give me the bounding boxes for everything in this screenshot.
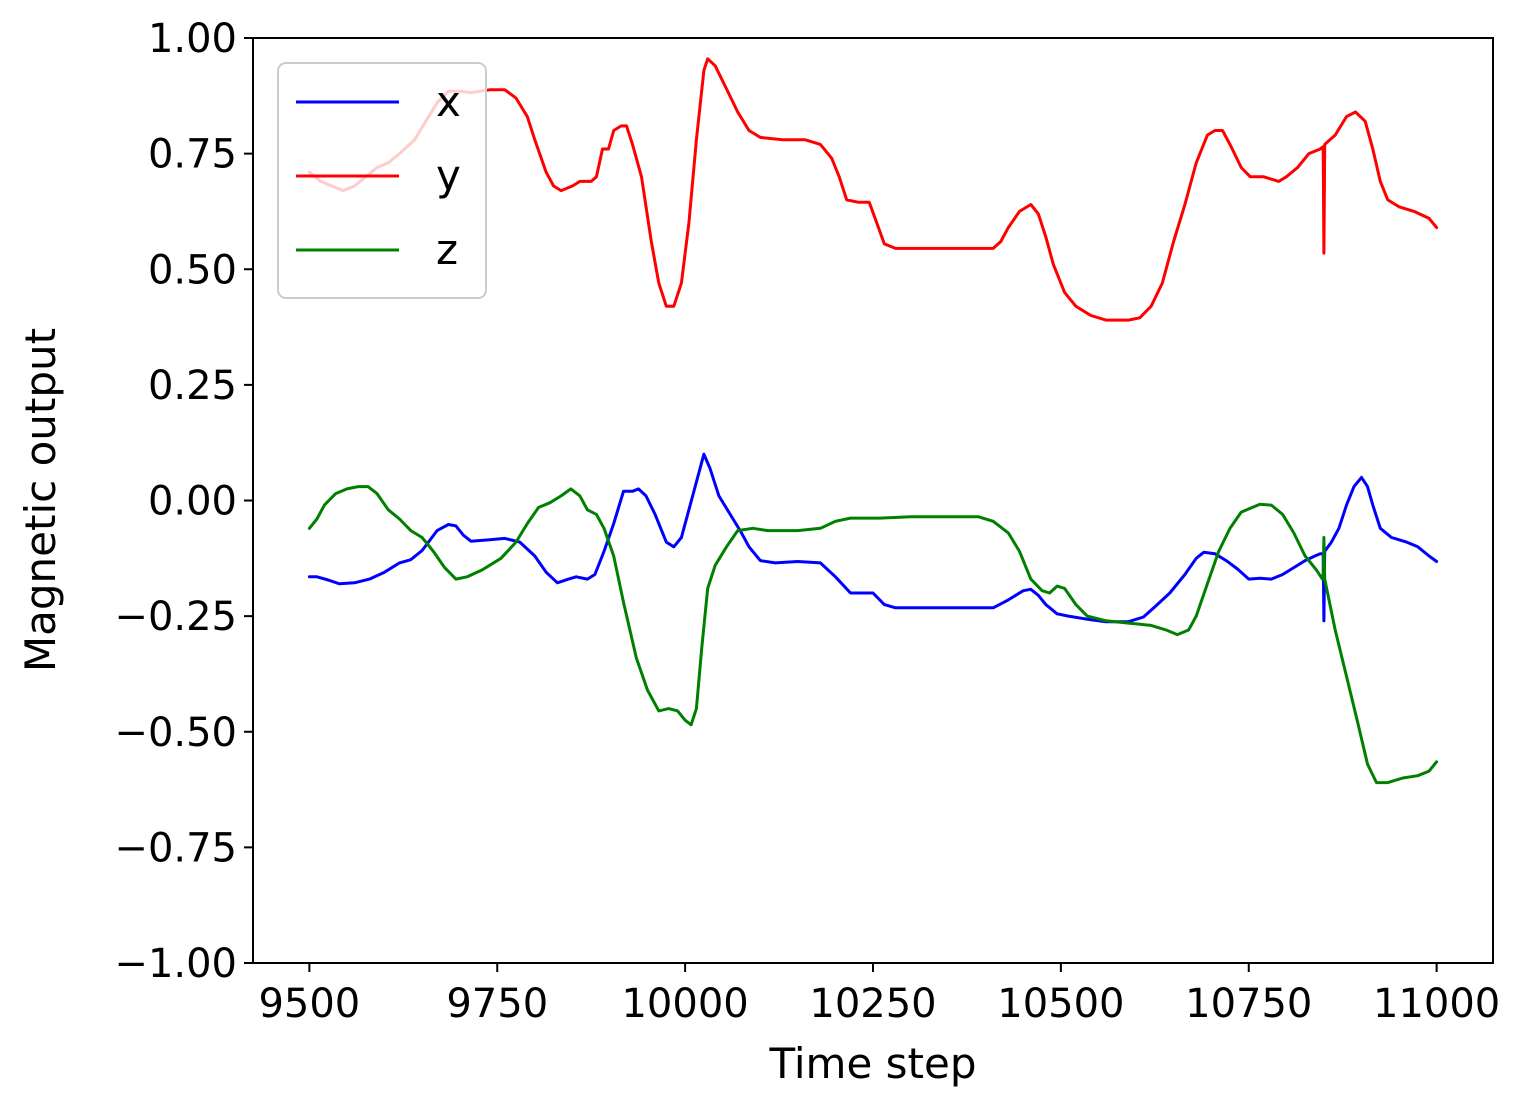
- y-tick-label: 0.50: [148, 247, 237, 293]
- legend-box: [277, 62, 487, 299]
- y-tick-label: 0.75: [148, 132, 237, 178]
- x-axis: 9500 9750 10000 10250 10500 10750 11000: [258, 963, 1500, 1027]
- series-line-y: [307, 57, 1439, 322]
- series-layer: [307, 57, 1439, 785]
- series-line-x: [307, 452, 1439, 624]
- legend: xyz: [277, 62, 487, 299]
- x-tick-label: 10250: [809, 981, 936, 1027]
- y-tick-label: −1.00: [114, 941, 237, 987]
- x-tick-label: 9500: [258, 981, 360, 1027]
- legend-label-z: z: [436, 225, 458, 274]
- y-tick-label: 0.25: [148, 363, 237, 409]
- y-tick-label: 1.00: [148, 16, 237, 62]
- legend-label-y: y: [436, 151, 461, 200]
- x-tick-label: 10750: [1185, 981, 1312, 1027]
- y-tick-label: −0.75: [114, 825, 237, 871]
- x-tick-label: 10000: [621, 981, 748, 1027]
- x-tick-label: 10500: [997, 981, 1124, 1027]
- y-tick-label: −0.50: [114, 710, 237, 756]
- y-axis-label: Magnetic output: [16, 328, 65, 672]
- x-tick-label: 9750: [446, 981, 548, 1027]
- series-line-z: [307, 485, 1439, 785]
- y-axis: 1.00 0.75 0.50 0.25 0.00 −0.25 −0.50 −0.75 −1.00: [114, 16, 253, 987]
- x-tick-label: 11000: [1373, 981, 1500, 1027]
- y-tick-label: −0.25: [114, 594, 237, 640]
- legend-label-x: x: [436, 77, 461, 126]
- y-tick-label: 0.00: [148, 479, 237, 525]
- x-axis-label: Time step: [769, 1039, 977, 1088]
